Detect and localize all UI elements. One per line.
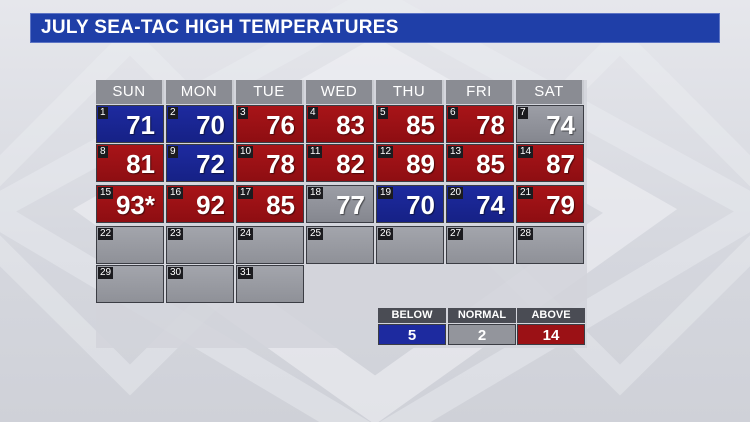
day-number: 24 (238, 228, 254, 240)
calendar-day-cell: 29 (96, 265, 164, 303)
day-number: 4 (308, 107, 318, 119)
high-temperature: 87 (546, 149, 575, 179)
day-number: 19 (378, 187, 394, 199)
day-number: 7 (518, 107, 528, 119)
high-temperature: 70 (196, 110, 225, 140)
high-temperature: 89 (406, 149, 435, 179)
day-number: 18 (308, 187, 324, 199)
high-temperature: 81 (126, 149, 155, 179)
calendar-day-cell: 1 71 (96, 105, 164, 143)
legend-above-count: 14 (517, 324, 585, 345)
high-temperature: 92 (196, 190, 225, 220)
high-temperature: 85 (476, 149, 505, 179)
legend-normal-count: 2 (448, 324, 516, 345)
calendar-day-cell: 9 72 (166, 144, 234, 182)
high-temperature: 85 (406, 110, 435, 140)
calendar-day-cell: 6 78 (446, 105, 514, 143)
day-number: 10 (238, 146, 254, 158)
calendar-day-cell: 16 92 (166, 185, 234, 223)
day-number: 22 (98, 228, 114, 240)
high-temperature: 93* (115, 190, 155, 220)
calendar-day-cell: 21 79 (516, 185, 584, 223)
high-temperature: 74 (476, 190, 505, 220)
legend-above-label: ABOVE (517, 308, 585, 323)
calendar-day-cell: 3 76 (236, 105, 304, 143)
day-number: 25 (308, 228, 324, 240)
high-temperature: 78 (266, 149, 295, 179)
day-number: 26 (378, 228, 394, 240)
calendar-day-cell: 7 74 (516, 105, 584, 143)
calendar-day-cell: 8 81 (96, 144, 164, 182)
high-temperature: 77 (336, 190, 365, 220)
day-number: 28 (518, 228, 534, 240)
high-temperature: 74 (546, 110, 575, 140)
day-number: 21 (518, 187, 534, 199)
day-header-thu: THU (376, 80, 444, 104)
calendar-day-cell: 19 70 (376, 185, 444, 223)
calendar-day-cell: 14 87 (516, 144, 584, 182)
high-temperature: 76 (266, 110, 295, 140)
calendar-day-cell: 2 70 (166, 105, 234, 143)
calendar-day-cell: 17 85 (236, 185, 304, 223)
calendar-day-cell: 25 (306, 226, 374, 264)
calendar-day-cell: 10 78 (236, 144, 304, 182)
legend-normal-label: NORMAL (448, 308, 516, 323)
day-number: 30 (168, 267, 184, 279)
high-temperature: 70 (406, 190, 435, 220)
page-title: JULY SEA-TAC HIGH TEMPERATURES (30, 13, 720, 43)
day-number: 27 (448, 228, 464, 240)
day-number: 15 (98, 187, 114, 199)
high-temperature: 82 (336, 149, 365, 179)
calendar-day-cell: 5 85 (376, 105, 444, 143)
day-header-tue: TUE (236, 80, 304, 104)
day-header-sun: SUN (96, 80, 164, 104)
day-number: 5 (378, 107, 388, 119)
high-temperature: 71 (126, 110, 155, 140)
calendar-day-cell: 12 89 (376, 144, 444, 182)
calendar-day-cell: 13 85 (446, 144, 514, 182)
calendar-day-cell: 20 74 (446, 185, 514, 223)
day-number: 9 (168, 146, 178, 158)
calendar-day-cell: 15 93* (96, 185, 164, 223)
calendar-day-cell: 22 (96, 226, 164, 264)
day-number: 6 (448, 107, 458, 119)
day-number: 31 (238, 267, 254, 279)
legend-below-label: BELOW (378, 308, 446, 323)
day-number: 1 (98, 107, 108, 119)
calendar-day-cell: 27 (446, 226, 514, 264)
calendar-day-cell: 11 82 (306, 144, 374, 182)
high-temperature: 72 (196, 149, 225, 179)
day-number: 11 (308, 146, 323, 158)
calendar-day-cell: 30 (166, 265, 234, 303)
calendar-day-cell: 24 (236, 226, 304, 264)
high-temperature: 83 (336, 110, 365, 140)
day-number: 2 (168, 107, 178, 119)
calendar-day-cell: 18 77 (306, 185, 374, 223)
calendar-day-cell: 31 (236, 265, 304, 303)
day-header-sat: SAT (516, 80, 584, 104)
calendar-day-cell: 23 (166, 226, 234, 264)
day-number: 3 (238, 107, 248, 119)
day-number: 17 (238, 187, 254, 199)
day-header-mon: MON (166, 80, 234, 104)
day-number: 12 (378, 146, 394, 158)
high-temperature: 85 (266, 190, 295, 220)
high-temperature: 79 (546, 190, 575, 220)
legend-below-count: 5 (378, 324, 446, 345)
day-number: 29 (98, 267, 114, 279)
day-number: 16 (168, 187, 184, 199)
calendar-day-cell: 26 (376, 226, 444, 264)
day-number: 13 (448, 146, 464, 158)
day-number: 23 (168, 228, 184, 240)
day-header-fri: FRI (446, 80, 514, 104)
day-number: 8 (98, 146, 108, 158)
day-number: 20 (448, 187, 464, 199)
calendar-day-cell: 28 (516, 226, 584, 264)
day-header-wed: WED (306, 80, 374, 104)
high-temperature: 78 (476, 110, 505, 140)
calendar-day-cell: 4 83 (306, 105, 374, 143)
day-number: 14 (518, 146, 534, 158)
